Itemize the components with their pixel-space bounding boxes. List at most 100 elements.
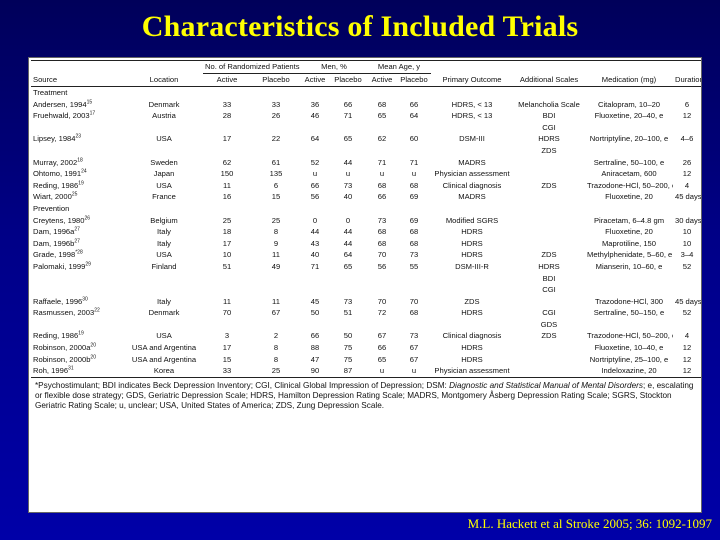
cell-medication: Fluoxetine, 20–40, e — [594, 111, 664, 121]
cell-men-placebo — [329, 319, 367, 331]
cell-duration: 10 — [682, 227, 692, 237]
cell-source: Rasmussen, 200322 — [31, 307, 125, 319]
cell-outcome: HDRS — [461, 354, 483, 364]
cell-placebo: 8 — [273, 227, 279, 237]
table-row: Palomaki, 199929 Finland 51 49 71 65 56 55 DSM-I… — [31, 261, 701, 273]
cell-outcome — [431, 145, 513, 157]
source-reference: 18 — [77, 157, 83, 164]
cell-source — [31, 319, 125, 331]
cell-scales: HDRS — [538, 134, 560, 144]
cell-age-placebo: 60 — [409, 134, 419, 144]
cell-duration — [673, 273, 701, 285]
cell-age-active: 73 — [377, 215, 387, 225]
cell-men-placebo — [329, 273, 367, 285]
cell-active: 62 — [222, 157, 232, 167]
column-header-scales: Additional Scales — [513, 73, 585, 87]
table-row: Murray, 200218 Sweden 62 61 52 44 71 71 MADRS Ser… — [31, 157, 701, 169]
cell-men-active: 40 — [310, 250, 320, 260]
table-row: Fruehwald, 200317 Austria 28 26 46 71 65 64 HDRS… — [31, 110, 701, 122]
cell-placebo: 11 — [272, 296, 280, 306]
group-header-men: Men, % — [301, 60, 367, 74]
cell-duration — [673, 284, 701, 296]
cell-medication: Indeloxazine, 20 — [585, 365, 673, 378]
cell-age-active: 70 — [377, 296, 387, 306]
cell-scales — [513, 226, 585, 238]
cell-men-placebo: 44 — [343, 157, 353, 167]
cell-active — [203, 319, 251, 331]
cell-active: 25 — [222, 215, 232, 225]
cell-placebo: 33 — [271, 99, 281, 109]
cell-placebo: 8 — [273, 354, 279, 364]
cell-age-active: 68 — [377, 99, 387, 109]
cell-scales: BDI — [542, 111, 556, 121]
cell-location: Japan — [153, 169, 175, 179]
source-reference: 19 — [78, 330, 84, 337]
cell-outcome: Clinical diagnosis — [442, 331, 502, 341]
cell-outcome — [431, 273, 513, 285]
cell-men-placebo: 44 — [343, 238, 353, 248]
cell-active: 51 — [222, 261, 232, 271]
footnote-part1: *Psychostimulant; BDI indicates Beck Dep… — [35, 380, 450, 390]
cell-location — [125, 319, 203, 331]
source-reference: 30 — [82, 296, 88, 303]
cell-scales — [513, 365, 585, 378]
cell-duration: 45 days — [675, 192, 701, 202]
cell-medication: Sertraline, 50–150, e — [593, 308, 665, 318]
cell-men-active: 90 — [301, 365, 329, 378]
cell-scales — [513, 354, 585, 366]
cell-duration: 3–4 — [680, 250, 694, 260]
table-row: GDS — [31, 319, 701, 331]
cell-duration: 52 — [682, 261, 692, 271]
table-row: Rasmussen, 200322 Denmark 70 67 50 51 72 68 HDRS… — [31, 307, 701, 319]
cell-location: Italy — [157, 296, 171, 306]
cell-age-active: 71 — [377, 157, 387, 167]
cell-age-active: u — [379, 169, 385, 179]
cell-duration: 10 — [682, 238, 692, 248]
source-name: Rasmussen, 2003 — [33, 308, 95, 318]
cell-duration: 26 — [682, 157, 692, 167]
cell-outcome: ZDS — [464, 296, 480, 306]
cell-outcome: HDRS — [461, 343, 483, 353]
cell-duration — [673, 145, 701, 157]
cell-duration: 45 days — [675, 296, 701, 306]
cell-placebo: 22 — [271, 134, 281, 144]
cell-men-active: 36 — [310, 99, 320, 109]
cell-age-placebo: 73 — [409, 331, 419, 341]
cell-active: 28 — [222, 111, 232, 121]
cell-location: USA — [156, 180, 172, 190]
cell-men-placebo: 44 — [343, 227, 353, 237]
table-row: Roh, 199631 Korea 33 25 90 87 u u Physician asse… — [31, 365, 701, 378]
source-name: Wiart, 2000 — [33, 192, 72, 202]
cell-men-active: 52 — [310, 157, 320, 167]
cell-men-placebo: 75 — [343, 343, 353, 353]
cell-outcome: MADRS — [458, 192, 486, 202]
cell-scales — [513, 342, 585, 354]
cell-location: Sweden — [150, 157, 178, 167]
cell-men-active — [301, 273, 329, 285]
cell-age-active: 65 — [377, 111, 387, 121]
cell-medication: Fluoxetine, 20 — [605, 192, 653, 202]
section-label-row: Treatment — [31, 87, 701, 99]
cell-scales — [513, 296, 585, 308]
cell-source: Reding, 198619 — [31, 330, 125, 342]
cell-duration: 12 — [673, 365, 701, 378]
cell-active — [203, 273, 251, 285]
cell-scales — [513, 238, 585, 250]
source-reference: 20 — [90, 354, 96, 361]
cell-men-placebo: 65 — [343, 261, 353, 271]
cell-outcome — [431, 284, 513, 296]
cell-medication: Methylphenidate, 5–60, e — [587, 250, 673, 260]
cell-age-placebo: u — [397, 365, 431, 378]
source-name: Reding, 1986 — [33, 331, 79, 341]
source-reference: *28 — [75, 249, 83, 256]
cell-age-placebo — [397, 145, 431, 157]
cell-active: 3 — [224, 331, 230, 341]
cell-men-active — [301, 145, 329, 157]
cell-men-active: 50 — [310, 308, 320, 318]
cell-men-active: u — [312, 169, 318, 179]
cell-placebo: 8 — [273, 343, 279, 353]
cell-scales: ZDS — [541, 145, 557, 155]
column-header-source: Source — [31, 73, 125, 87]
source-reference: 20 — [90, 342, 96, 349]
cell-active: 150 — [220, 169, 234, 179]
